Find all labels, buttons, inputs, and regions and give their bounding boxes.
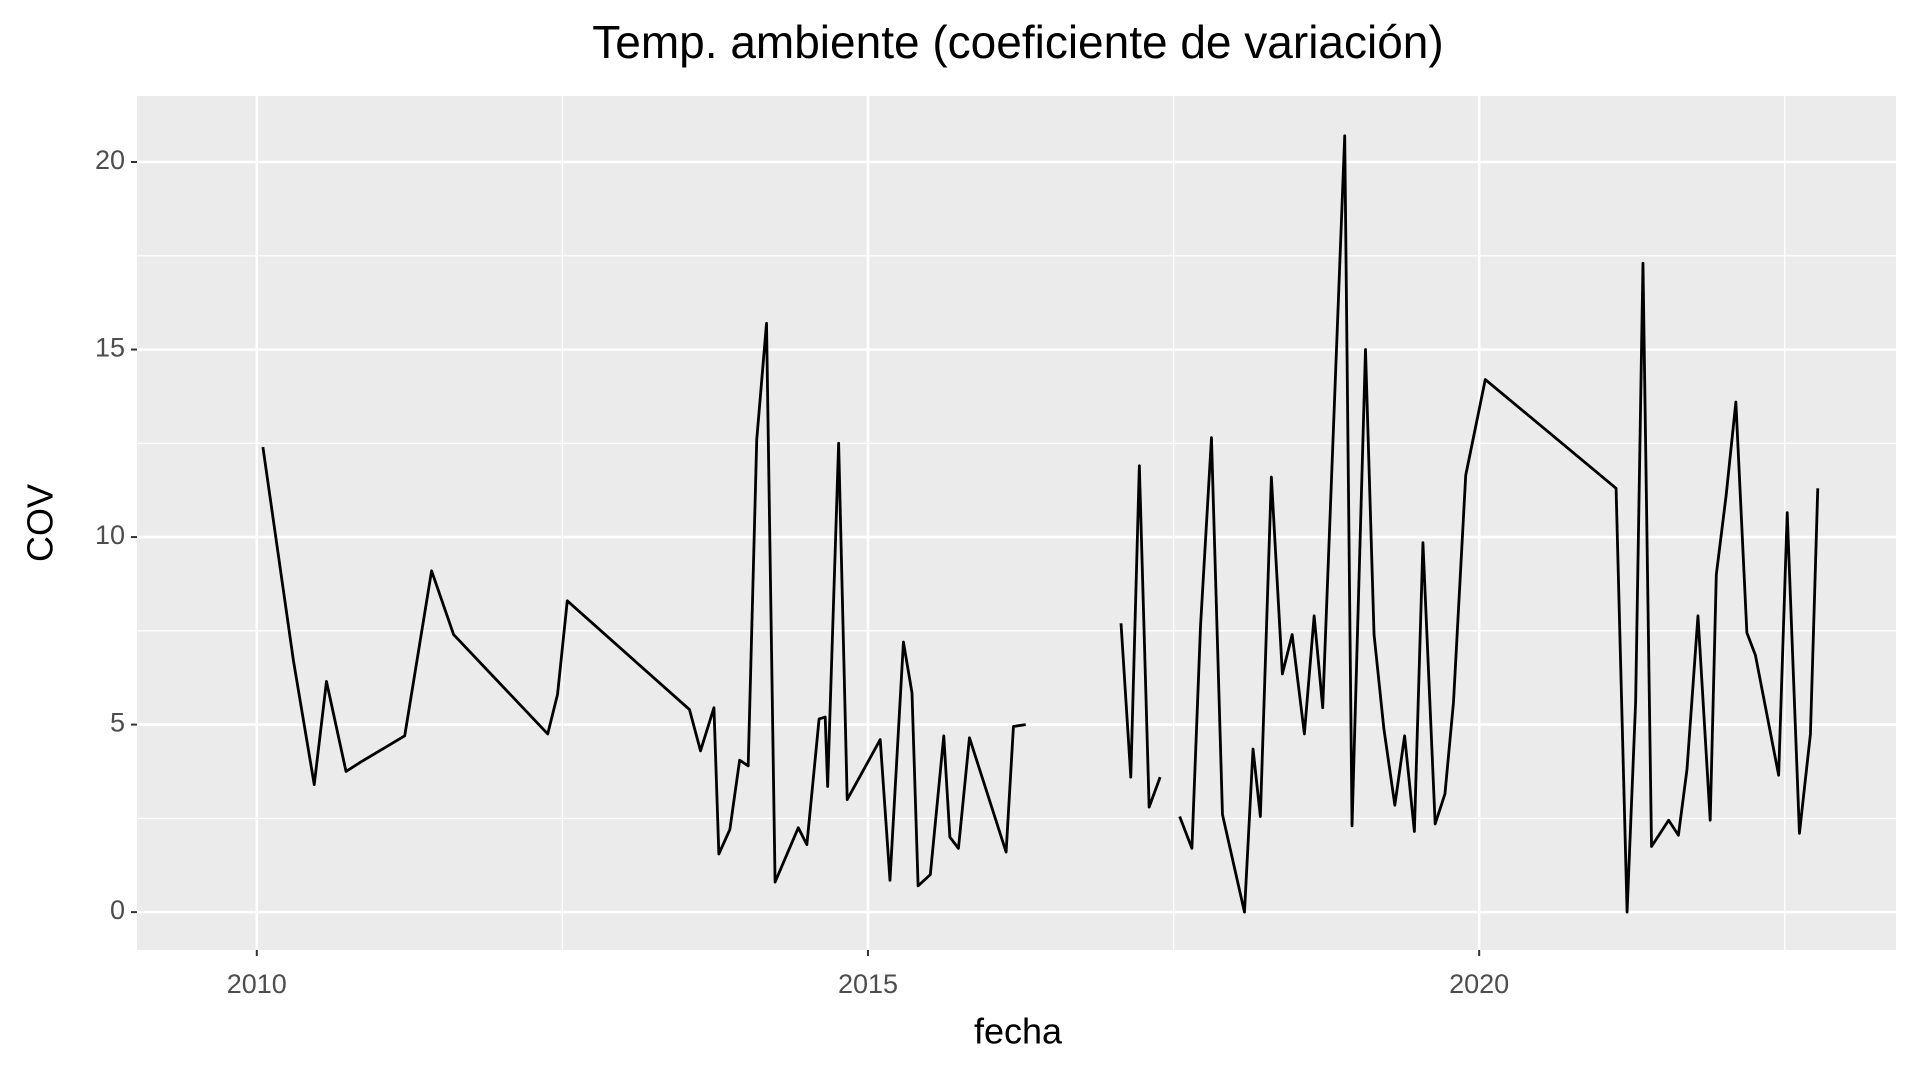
data-line xyxy=(261,134,1820,914)
x-tick-label: 2020 xyxy=(1449,969,1509,999)
plot-background xyxy=(137,96,1896,950)
y-tick-label: 10 xyxy=(95,520,125,550)
y-tick-label: 15 xyxy=(95,333,125,363)
y-tick-label: 20 xyxy=(95,145,125,175)
x-tick-label: 2015 xyxy=(838,969,898,999)
x-tick-label: 2010 xyxy=(227,969,287,999)
y-axis-title: COV xyxy=(20,484,61,562)
chart-title: Temp. ambiente (coeficiente de variación… xyxy=(592,16,1443,68)
y-tick-label: 0 xyxy=(110,895,125,925)
x-axis-title: fecha xyxy=(974,1011,1063,1052)
y-tick-label: 5 xyxy=(110,708,125,738)
